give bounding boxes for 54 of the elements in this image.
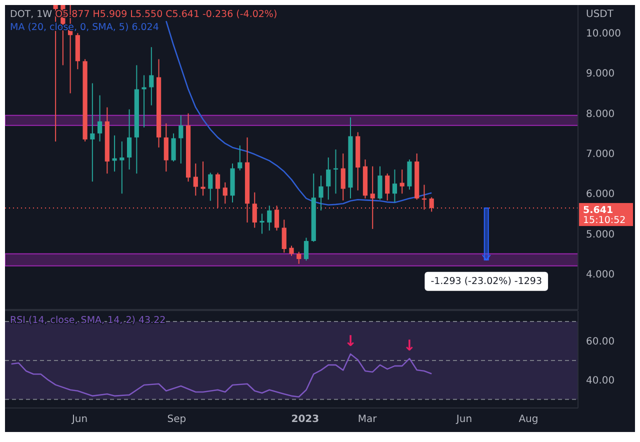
candlestick — [260, 213, 264, 234]
x-tick-label: Mar — [358, 414, 378, 425]
candlestick — [142, 74, 146, 128]
line-series — [10, 353, 432, 398]
candlestick — [282, 219, 286, 254]
candlestick — [193, 163, 198, 196]
candlestick — [400, 169, 404, 194]
candlestick — [98, 94, 102, 142]
candlestick — [238, 144, 242, 171]
annotation: ↓ — [403, 336, 416, 355]
line-series — [166, 20, 432, 206]
candlestick — [149, 46, 154, 106]
annotation: 43.22 — [138, 315, 166, 326]
y-tick-label: 4.000 — [586, 269, 615, 280]
x-tick-label: 2023 — [291, 414, 320, 425]
ref-line-label: 5.641 — [583, 205, 614, 216]
candlestick — [164, 122, 168, 172]
y-axis-title: USDT — [586, 9, 614, 20]
candlestick — [378, 166, 382, 200]
candlestick — [326, 157, 331, 200]
y-tick-label: 6.000 — [586, 189, 615, 200]
y-tick-label: 10.000 — [586, 28, 621, 40]
y-tick-label: 60.00 — [586, 336, 615, 348]
x-tick-label: Aug — [518, 414, 538, 425]
candlestick — [267, 205, 272, 232]
candlestick — [296, 251, 302, 264]
candlestick — [222, 182, 228, 204]
y-tick-label: 40.00 — [586, 375, 615, 386]
candlestick — [289, 245, 294, 256]
candlestick — [392, 169, 398, 203]
candlestick — [318, 175, 324, 211]
annotation: -1.293 (-23.02%) -1293 — [430, 276, 542, 287]
annotation: 6.024 — [132, 22, 159, 33]
candlestick — [90, 82, 95, 182]
chart-title: DOT, 1W — [10, 9, 56, 20]
candlestick — [304, 237, 309, 262]
y-tick-label: 7.000 — [586, 148, 615, 160]
candlestick — [112, 134, 117, 172]
candlestick — [340, 152, 346, 201]
candlestick — [171, 132, 176, 162]
x-tick-label: Jun — [70, 414, 88, 425]
x-tick-label: Sep — [167, 414, 186, 425]
y-tick-label: 8.000 — [586, 108, 615, 120]
text: 15:10:52 — [583, 215, 626, 226]
candlestick — [385, 173, 390, 201]
x-tick-label: Jun — [455, 414, 472, 425]
y-tick-label: 5.000 — [586, 229, 615, 240]
candlestick — [126, 108, 132, 170]
candlestick — [178, 114, 184, 164]
y-tick-label: 9.000 — [586, 68, 615, 80]
candlestick — [200, 161, 206, 196]
candlestick — [208, 172, 213, 202]
annotation: ↓ — [344, 332, 357, 350]
candlestick — [120, 140, 124, 194]
